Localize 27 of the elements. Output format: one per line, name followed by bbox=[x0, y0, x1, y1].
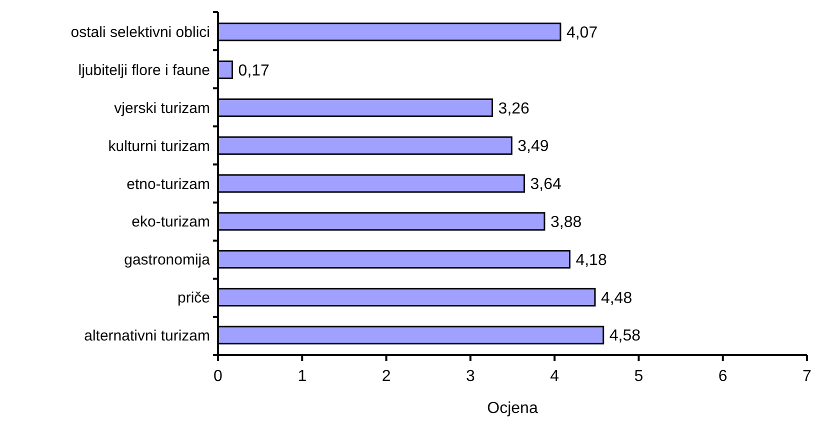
x-tick-label: 2 bbox=[382, 368, 391, 385]
y-tick-label: gastronomija bbox=[124, 252, 211, 269]
data-label: 3,88 bbox=[550, 214, 582, 231]
x-axis-title: Ocjena bbox=[487, 400, 538, 417]
x-tick-label: 3 bbox=[466, 368, 475, 385]
data-label: 4,18 bbox=[576, 252, 607, 269]
y-tick-label: eko-turizam bbox=[132, 214, 210, 231]
data-label: 4,58 bbox=[609, 328, 641, 345]
y-tick-label: alternativni turizam bbox=[84, 327, 210, 344]
x-tick-label: 1 bbox=[298, 368, 307, 385]
y-tick-label: kulturni turizam bbox=[108, 138, 210, 155]
y-tick-label: ostali selektivni oblici bbox=[70, 24, 210, 42]
x-tick-label: 6 bbox=[718, 368, 728, 385]
y-tick-label: vjerski turizam bbox=[114, 100, 210, 117]
y-tick-label: ljubitelji flore i faune bbox=[78, 62, 210, 80]
x-tick-label: 5 bbox=[634, 368, 644, 385]
y-tick-label: priče bbox=[177, 289, 210, 306]
x-tick-label: 4 bbox=[550, 368, 560, 385]
data-label: 4,48 bbox=[600, 290, 632, 307]
data-label: 3,64 bbox=[530, 176, 562, 194]
data-label: 3,26 bbox=[498, 100, 530, 118]
x-tick-label: 7 bbox=[802, 368, 812, 385]
x-tick-label: 0 bbox=[214, 368, 223, 385]
data-label: 3,49 bbox=[518, 138, 549, 156]
data-label: 0,17 bbox=[238, 62, 270, 80]
data-label: 4,07 bbox=[566, 24, 598, 42]
y-tick-label: etno-turizam bbox=[126, 176, 210, 193]
